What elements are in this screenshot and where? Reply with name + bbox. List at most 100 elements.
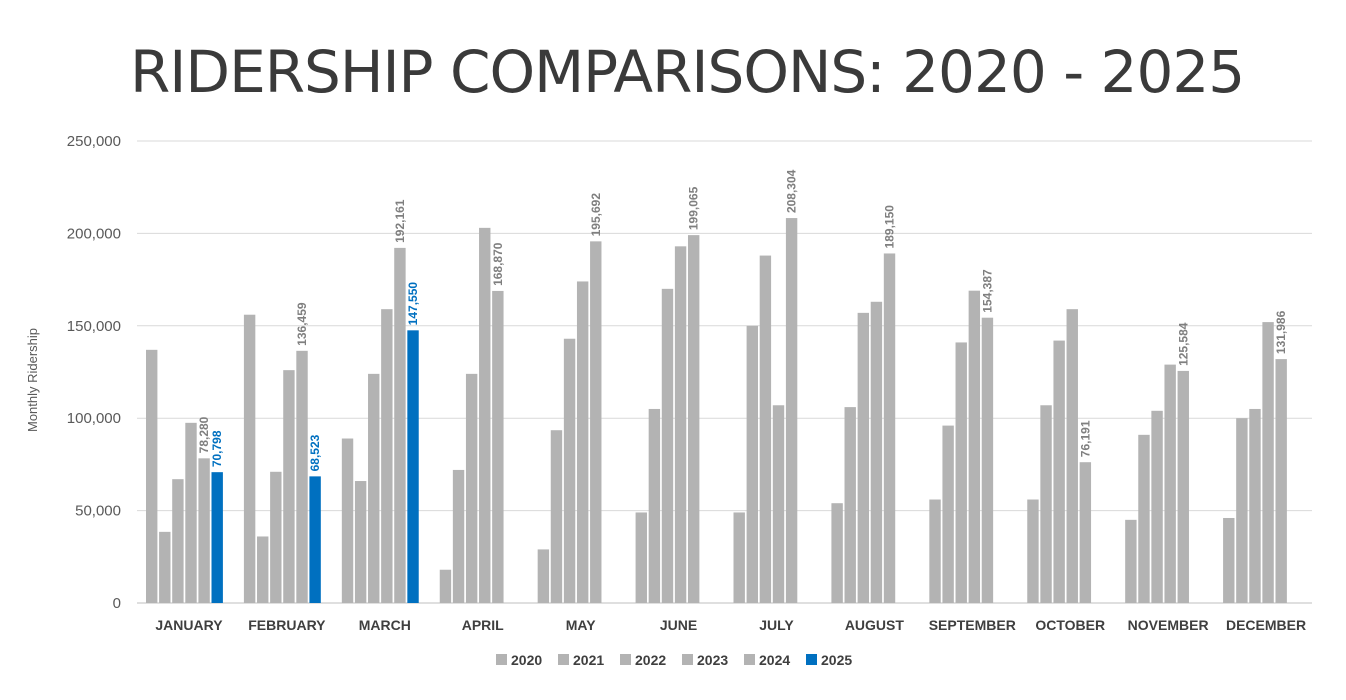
legend-label: 2025	[821, 652, 852, 668]
legend-swatch	[620, 654, 631, 665]
bar-2020-august	[831, 503, 843, 603]
data-label: 195,692	[589, 193, 603, 237]
bar-2025-february	[309, 476, 321, 603]
bar-2023-september	[968, 290, 981, 603]
bar-2023-october	[1066, 309, 1078, 603]
x-category-label: JUNE	[660, 617, 697, 633]
legend-label: 2022	[635, 652, 666, 668]
legend-label: 2021	[573, 652, 604, 668]
bar-2022-february	[270, 471, 282, 603]
chart-title: RIDERSHIP COMPARISONS: 2020 - 2025	[130, 38, 1245, 106]
legend-swatch	[558, 654, 569, 665]
bar-2024-march	[394, 247, 406, 603]
legend-swatch	[682, 654, 693, 665]
data-label: 136,459	[295, 302, 309, 346]
data-label: 125,584	[1176, 322, 1190, 366]
y-tick-label: 200,000	[67, 225, 121, 242]
bar-2023-june	[674, 246, 687, 603]
bar-2020-september	[929, 499, 941, 603]
x-category-label: JANUARY	[155, 617, 223, 633]
bar-2020-november	[1125, 519, 1137, 603]
data-label: 68,523	[308, 434, 322, 471]
data-label: 147,550	[406, 282, 420, 326]
bar-2023-july	[772, 405, 785, 603]
bar-2022-july	[759, 255, 772, 604]
bar-2024-september	[981, 317, 994, 603]
data-label: 76,191	[1078, 420, 1092, 457]
x-category-label: DECEMBER	[1226, 617, 1306, 633]
y-tick-label: 150,000	[67, 318, 121, 335]
bar-2021-october	[1040, 405, 1052, 603]
legend-label: 2023	[697, 652, 728, 668]
bar-2021-april	[452, 469, 465, 603]
bar-2021-march	[354, 481, 367, 603]
bars	[146, 218, 1287, 604]
bar-2021-november	[1138, 434, 1150, 603]
bar-2024-may	[590, 241, 602, 603]
y-tick-label: 50,000	[75, 503, 121, 520]
bar-2022-august	[857, 312, 870, 603]
bar-2020-june	[635, 512, 647, 603]
x-category-label: NOVEMBER	[1128, 617, 1209, 633]
bar-2020-march	[341, 438, 354, 603]
x-category-label: MARCH	[359, 617, 411, 633]
bar-2021-september	[942, 425, 954, 603]
bar-2020-october	[1027, 499, 1039, 603]
bar-2020-july	[733, 512, 745, 603]
bar-2024-january	[198, 458, 210, 603]
bar-2025-march	[407, 330, 419, 603]
x-category-label: SEPTEMBER	[929, 617, 1016, 633]
bar-2024-july	[785, 218, 798, 604]
bar-2022-may	[563, 338, 576, 603]
bar-2023-february	[283, 370, 295, 603]
data-label: 199,065	[687, 186, 701, 230]
bar-2021-august	[844, 407, 856, 603]
bar-2022-march	[368, 373, 380, 603]
bar-2021-july	[746, 325, 758, 603]
bar-2023-december	[1262, 322, 1274, 603]
bar-2024-april	[492, 290, 504, 603]
bar-2022-october	[1053, 340, 1065, 603]
x-category-label: AUGUST	[845, 617, 905, 633]
bar-2023-january	[185, 422, 197, 603]
x-category-label: FEBRUARY	[248, 617, 326, 633]
bar-2023-may	[576, 281, 589, 603]
data-label: 70,798	[210, 430, 224, 467]
data-labels: 78,280 70,798 136,459 68,523 192,161 147,550 1…	[197, 169, 1288, 471]
bar-2025-january	[211, 472, 223, 603]
y-tick-label: 100,000	[67, 410, 121, 427]
bar-2021-may	[550, 430, 563, 603]
bar-2024-december	[1275, 359, 1287, 603]
bar-2021-february	[257, 536, 269, 603]
bar-2024-june	[687, 235, 700, 604]
y-axis-label: Monthly Ridership	[25, 328, 40, 432]
legend: 2020 2021 2022 2023 2024 2025	[496, 652, 852, 668]
legend-label: 2020	[511, 652, 542, 668]
x-category-label: APRIL	[462, 617, 504, 633]
y-tick-label: 0	[113, 595, 121, 612]
gridlines	[137, 140, 1312, 604]
x-category-label: JULY	[759, 617, 794, 633]
y-tick-label: 250,000	[67, 133, 121, 150]
x-category-label: MAY	[566, 617, 596, 633]
legend-swatch	[806, 654, 817, 665]
bar-2020-january	[146, 349, 158, 603]
data-label: 78,280	[197, 416, 211, 453]
legend-label: 2024	[759, 652, 790, 668]
bar-2022-april	[465, 373, 478, 603]
data-label: 168,870	[491, 242, 505, 286]
y-axis-ticks: 0 50,000 100,000 150,000 200,000 250,000	[67, 133, 121, 612]
data-label: 131,986	[1274, 310, 1288, 354]
bar-2023-march	[381, 309, 393, 603]
x-axis-categories: JANUARY FEBRUARY MARCH APRIL MAY JUNE JULY AUGU…	[155, 617, 1306, 633]
bar-2022-june	[661, 288, 674, 603]
bar-2023-november	[1164, 364, 1176, 603]
bar-2024-august	[883, 253, 896, 603]
bar-2021-december	[1236, 418, 1248, 603]
bar-2021-june	[648, 408, 661, 603]
bar-2021-january	[159, 531, 171, 603]
bar-2022-november	[1151, 410, 1163, 603]
bar-2020-december	[1223, 517, 1235, 603]
bar-2020-february	[243, 314, 256, 603]
